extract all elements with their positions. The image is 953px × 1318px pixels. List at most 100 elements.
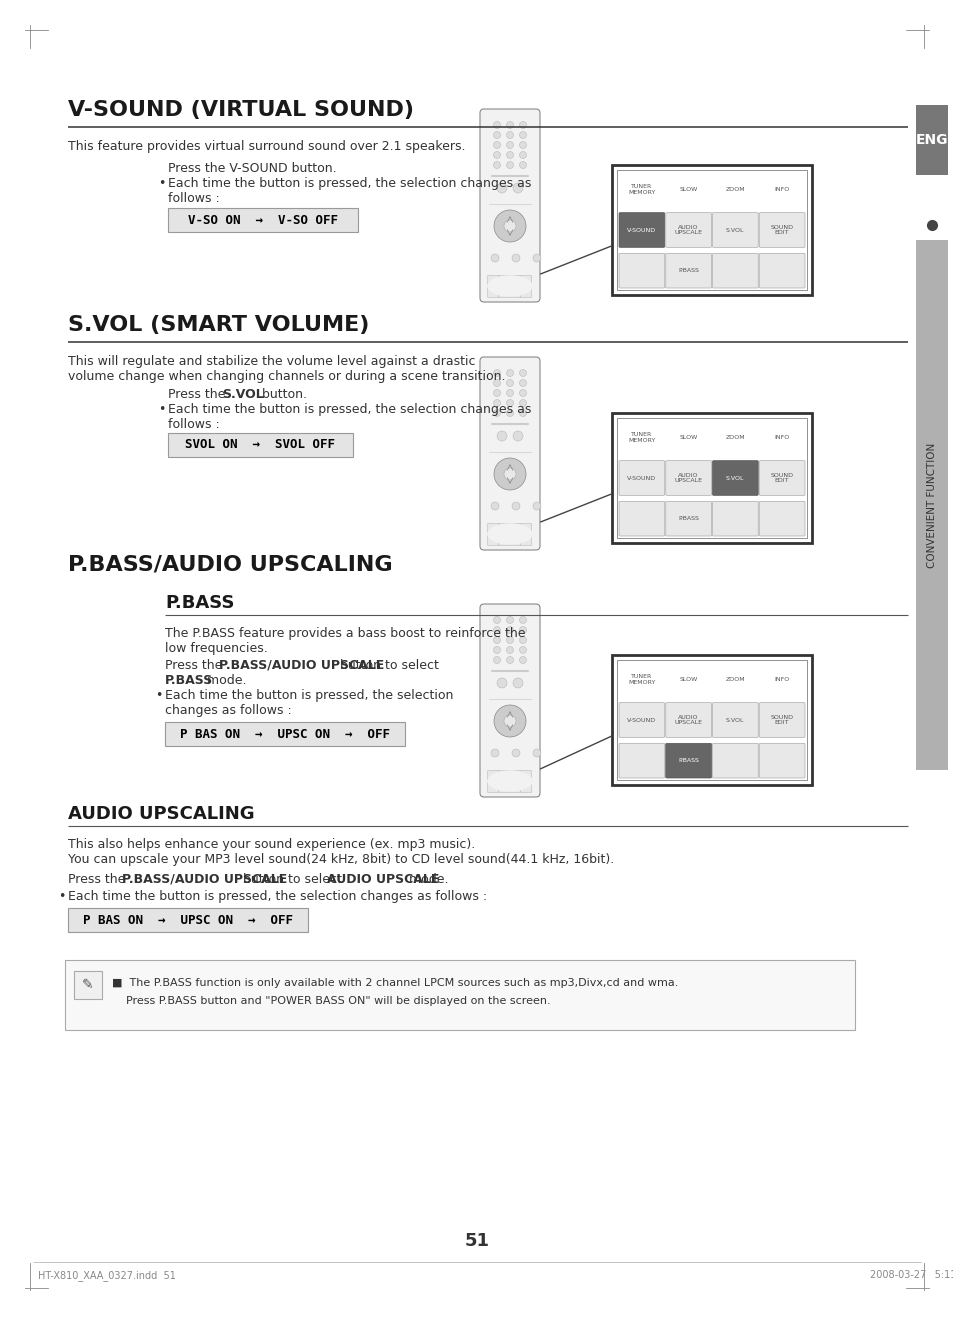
Circle shape	[506, 410, 513, 416]
FancyBboxPatch shape	[165, 722, 405, 746]
Circle shape	[533, 502, 540, 510]
Ellipse shape	[488, 525, 532, 544]
Text: P.BASS/AUDIO UPSCALE: P.BASS/AUDIO UPSCALE	[219, 659, 384, 672]
FancyBboxPatch shape	[612, 655, 811, 786]
Text: Press the: Press the	[165, 659, 226, 672]
FancyBboxPatch shape	[759, 253, 804, 289]
Circle shape	[493, 647, 500, 654]
Text: SLOW: SLOW	[679, 677, 697, 681]
Text: SOUND
EDIT: SOUND EDIT	[770, 473, 793, 484]
FancyBboxPatch shape	[612, 413, 811, 543]
Circle shape	[519, 380, 526, 386]
Circle shape	[506, 152, 513, 158]
FancyBboxPatch shape	[509, 287, 520, 298]
Circle shape	[491, 254, 498, 262]
FancyBboxPatch shape	[509, 275, 520, 286]
Text: S.VOL: S.VOL	[725, 228, 744, 232]
Text: ZOOM: ZOOM	[725, 435, 744, 440]
Text: Press the: Press the	[68, 873, 130, 886]
Circle shape	[497, 677, 506, 688]
Circle shape	[506, 390, 513, 397]
Text: You can upscale your MP3 level sound(24 kHz, 8bit) to CD level sound(44.1 kHz, 1: You can upscale your MP3 level sound(24 …	[68, 853, 614, 866]
FancyBboxPatch shape	[487, 771, 498, 780]
Circle shape	[506, 656, 513, 663]
FancyBboxPatch shape	[915, 240, 947, 770]
Text: •: •	[158, 177, 165, 190]
Circle shape	[503, 468, 516, 480]
FancyBboxPatch shape	[712, 253, 758, 289]
Circle shape	[519, 617, 526, 623]
Circle shape	[493, 399, 500, 406]
FancyBboxPatch shape	[618, 501, 664, 536]
Circle shape	[493, 390, 500, 397]
Text: ZOOM: ZOOM	[725, 677, 744, 681]
Text: button to select: button to select	[239, 873, 346, 886]
Text: P BAS ON  →  UPSC ON  →  OFF: P BAS ON → UPSC ON → OFF	[83, 913, 293, 927]
Circle shape	[493, 637, 500, 643]
Circle shape	[513, 183, 522, 192]
Text: ✎: ✎	[82, 978, 93, 992]
Text: P.BASS: P.BASS	[678, 268, 699, 273]
Text: SOUND
EDIT: SOUND EDIT	[770, 224, 793, 236]
FancyBboxPatch shape	[665, 743, 711, 778]
FancyBboxPatch shape	[759, 702, 804, 737]
FancyBboxPatch shape	[509, 535, 520, 546]
Circle shape	[497, 431, 506, 442]
Circle shape	[506, 626, 513, 634]
Text: button.: button.	[257, 387, 307, 401]
Circle shape	[493, 410, 500, 416]
FancyBboxPatch shape	[520, 771, 531, 780]
FancyBboxPatch shape	[74, 971, 102, 999]
Text: S.VOL: S.VOL	[725, 717, 744, 722]
FancyBboxPatch shape	[479, 109, 539, 302]
FancyBboxPatch shape	[665, 702, 711, 737]
Text: AUDIO
UPSCALE: AUDIO UPSCALE	[674, 473, 702, 484]
Circle shape	[493, 121, 500, 128]
FancyBboxPatch shape	[915, 105, 947, 175]
Circle shape	[493, 656, 500, 663]
Circle shape	[519, 152, 526, 158]
Text: HT-X810_XAA_0327.indd  51: HT-X810_XAA_0327.indd 51	[38, 1271, 175, 1281]
Circle shape	[512, 502, 519, 510]
FancyBboxPatch shape	[759, 743, 804, 778]
Circle shape	[503, 220, 516, 232]
FancyBboxPatch shape	[487, 783, 498, 792]
FancyBboxPatch shape	[520, 535, 531, 546]
FancyBboxPatch shape	[520, 783, 531, 792]
FancyBboxPatch shape	[612, 165, 811, 295]
Text: •: •	[154, 689, 162, 702]
FancyBboxPatch shape	[509, 783, 520, 792]
Circle shape	[519, 390, 526, 397]
FancyBboxPatch shape	[759, 501, 804, 536]
Circle shape	[493, 152, 500, 158]
Ellipse shape	[488, 771, 532, 791]
Circle shape	[506, 617, 513, 623]
Text: V-SOUND: V-SOUND	[627, 228, 656, 232]
Circle shape	[519, 626, 526, 634]
Text: The P.BASS feature provides a bass boost to reinforce the
low frequencies.: The P.BASS feature provides a bass boost…	[165, 627, 525, 655]
Circle shape	[491, 502, 498, 510]
FancyBboxPatch shape	[487, 523, 498, 534]
Text: V-SO ON  →  V-SO OFF: V-SO ON → V-SO OFF	[188, 214, 337, 227]
Circle shape	[494, 210, 525, 243]
FancyBboxPatch shape	[665, 461, 711, 496]
FancyBboxPatch shape	[712, 501, 758, 536]
Text: Press the: Press the	[168, 387, 229, 401]
FancyBboxPatch shape	[498, 287, 509, 298]
Circle shape	[491, 749, 498, 757]
Circle shape	[513, 431, 522, 442]
Text: SVOL ON  →  SVOL OFF: SVOL ON → SVOL OFF	[185, 439, 335, 452]
Circle shape	[494, 705, 525, 737]
Text: •: •	[58, 890, 66, 903]
Text: P.BASS/AUDIO UPSCALE: P.BASS/AUDIO UPSCALE	[122, 873, 287, 886]
Text: P BAS ON  →  UPSC ON  →  OFF: P BAS ON → UPSC ON → OFF	[180, 728, 390, 741]
Circle shape	[506, 399, 513, 406]
Circle shape	[493, 141, 500, 149]
Ellipse shape	[488, 275, 532, 297]
Text: S.VOL: S.VOL	[222, 387, 263, 401]
Circle shape	[519, 369, 526, 377]
Text: This feature provides virtual surround sound over 2.1 speakers.: This feature provides virtual surround s…	[68, 140, 465, 153]
Circle shape	[506, 162, 513, 169]
Text: Press P.BASS button and "POWER BASS ON" will be displayed on the screen.: Press P.BASS button and "POWER BASS ON" …	[112, 996, 550, 1006]
FancyBboxPatch shape	[617, 418, 806, 538]
